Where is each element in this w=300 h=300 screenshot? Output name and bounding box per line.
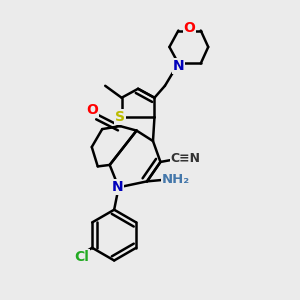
Text: Cl: Cl (75, 250, 89, 264)
Text: N: N (172, 59, 184, 73)
Text: S: S (115, 110, 125, 124)
Text: NH₂: NH₂ (161, 173, 189, 186)
Text: C≡N: C≡N (171, 152, 201, 166)
Text: O: O (86, 103, 98, 117)
Text: O: O (184, 21, 196, 35)
Text: N: N (111, 180, 123, 194)
